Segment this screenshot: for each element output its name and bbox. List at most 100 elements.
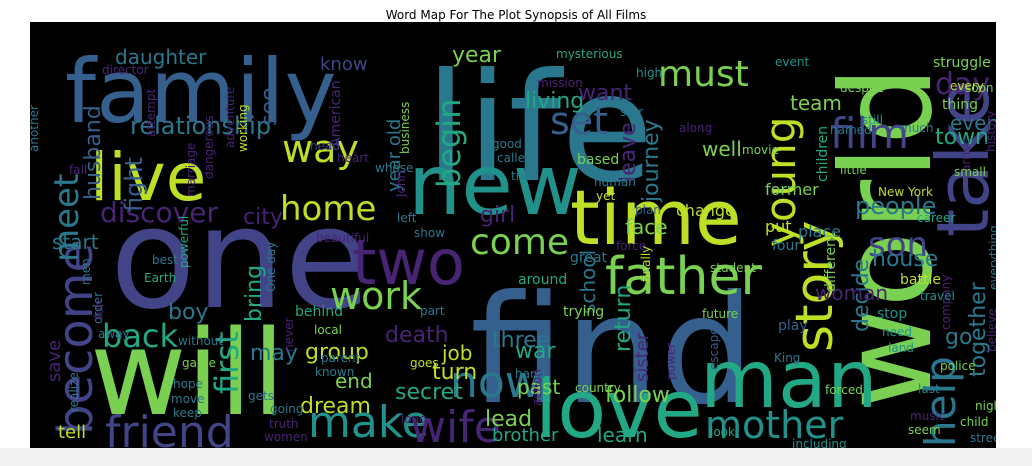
word-new-york: New York bbox=[878, 185, 933, 199]
word-long: long bbox=[401, 412, 427, 426]
word-adventure: adventure bbox=[223, 87, 237, 148]
word-different: different bbox=[823, 232, 839, 292]
word-children: children bbox=[815, 126, 831, 182]
word-town: town bbox=[935, 125, 989, 150]
word-change: change bbox=[676, 201, 735, 220]
word-travel: travel bbox=[920, 289, 955, 303]
word-war: war bbox=[515, 339, 556, 364]
word-first: first bbox=[208, 331, 246, 394]
word-brother: brother bbox=[492, 425, 559, 446]
word-find: find bbox=[470, 264, 755, 438]
word-may: may bbox=[250, 341, 298, 366]
word-good: good bbox=[492, 137, 522, 151]
word-make: make bbox=[308, 397, 429, 448]
word-land: land bbox=[888, 341, 914, 355]
word-family: family bbox=[65, 40, 337, 143]
word-come: come bbox=[470, 222, 569, 263]
word-marriage: marriage bbox=[184, 143, 198, 197]
word-beautiful: beautiful bbox=[316, 231, 369, 245]
word-mother: mother bbox=[705, 403, 844, 447]
word-last: last bbox=[918, 382, 940, 396]
word-time: time bbox=[570, 173, 742, 262]
word-small: small bbox=[954, 165, 986, 179]
word-know: know bbox=[320, 54, 368, 75]
word-secret: secret bbox=[395, 380, 463, 405]
word-whose: whose bbox=[375, 161, 413, 175]
word-forced: forced bbox=[825, 383, 863, 397]
word-wife: wife bbox=[410, 402, 501, 448]
word-seem: seem bbox=[908, 423, 941, 437]
word-love: love bbox=[535, 363, 703, 448]
word-move: move bbox=[171, 392, 205, 406]
word-help: help bbox=[916, 356, 965, 447]
word-return: return bbox=[611, 285, 636, 352]
word-woman: woman bbox=[815, 281, 888, 305]
word-never: never bbox=[282, 318, 296, 352]
word-friend: friend bbox=[105, 407, 234, 448]
word-even: even bbox=[950, 111, 996, 135]
word-four: four bbox=[772, 238, 800, 254]
word-company: company bbox=[939, 275, 953, 330]
word-truth: truth bbox=[269, 417, 299, 431]
word-country: country bbox=[575, 381, 621, 395]
word-group: group bbox=[305, 340, 369, 365]
word-year: year bbox=[452, 43, 502, 68]
word-life: life bbox=[425, 42, 653, 216]
chart-title: Word Map For The Plot Synopsis of All Fi… bbox=[385, 8, 647, 22]
word-tell: tell bbox=[58, 422, 86, 443]
word-trying: trying bbox=[563, 304, 604, 320]
word-based: based bbox=[577, 152, 619, 168]
word-american: American bbox=[328, 80, 344, 147]
word-decide: decide bbox=[849, 259, 874, 332]
word-house: house bbox=[872, 247, 938, 272]
word-little: little bbox=[840, 163, 867, 177]
word-action: action bbox=[530, 369, 544, 406]
word-film: film bbox=[830, 109, 909, 158]
word-known: known bbox=[315, 365, 354, 379]
word-go: go bbox=[945, 325, 972, 350]
word-parent: parent bbox=[321, 351, 361, 365]
word-street: street bbox=[970, 431, 996, 445]
word-bring: bring bbox=[242, 265, 267, 322]
word-future: future bbox=[702, 307, 738, 321]
word-need: need bbox=[882, 325, 912, 339]
word-young: young bbox=[756, 117, 805, 247]
word-movie: movie bbox=[742, 143, 779, 157]
word-follow: follow bbox=[605, 383, 670, 408]
word-director: director bbox=[102, 63, 149, 77]
word-begin: begin bbox=[430, 99, 468, 188]
word-live: live bbox=[90, 139, 206, 216]
word-thing: thing bbox=[942, 97, 978, 113]
word-take: take bbox=[921, 81, 996, 237]
word-start: start bbox=[52, 230, 99, 254]
word-team: team bbox=[790, 91, 842, 115]
word-new: new bbox=[408, 136, 582, 234]
word-one: one bbox=[110, 178, 371, 341]
word-without: without bbox=[178, 334, 223, 348]
word-king: King bbox=[774, 351, 800, 365]
word-soon: soon bbox=[965, 81, 994, 95]
word-struggle: struggle bbox=[933, 55, 991, 71]
word-must: must bbox=[658, 54, 749, 95]
word-husband: husband bbox=[81, 105, 106, 200]
word-goes: goes bbox=[410, 356, 439, 370]
word-meet: meet bbox=[47, 174, 87, 262]
word-way: way bbox=[282, 127, 359, 171]
word-school: school bbox=[576, 250, 600, 314]
word-keep: keep bbox=[173, 406, 202, 420]
word-well: well bbox=[702, 137, 742, 161]
word-day: day bbox=[935, 67, 990, 102]
word-former: former bbox=[765, 180, 819, 199]
word-set: set bbox=[550, 99, 608, 143]
word-finally: finally bbox=[639, 246, 653, 282]
word-behind: behind bbox=[295, 304, 343, 320]
word-every: every bbox=[950, 79, 984, 93]
word-attempt: attempt bbox=[144, 89, 158, 137]
word-people: people bbox=[855, 192, 936, 220]
word-turn: turn bbox=[432, 360, 477, 385]
word-learn: learn bbox=[597, 423, 648, 447]
word-earth: Earth bbox=[144, 271, 176, 285]
word-powerful: powerful bbox=[177, 216, 191, 268]
